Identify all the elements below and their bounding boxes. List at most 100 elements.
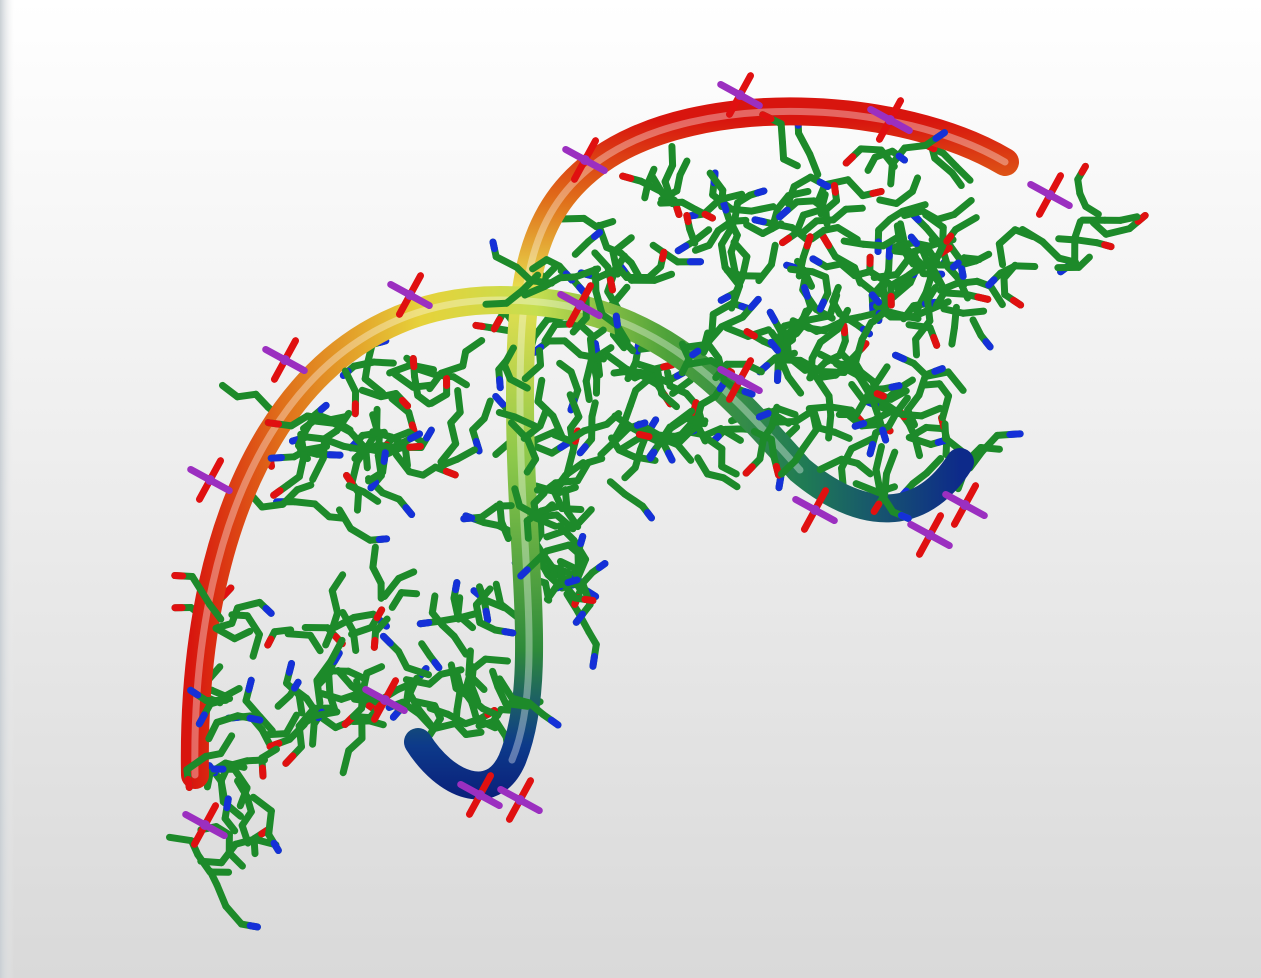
bond [923,384,939,385]
bond-tip [899,156,904,160]
bond [963,311,983,313]
bond [269,811,272,835]
bond [880,200,897,204]
bond-tip [274,491,280,496]
bond-tip [759,413,768,417]
bond [588,459,602,463]
bond-tip [435,662,439,667]
phosphorus [405,290,415,300]
bond [672,146,673,165]
phosphorus [575,300,585,310]
bond [169,837,191,840]
bond [1059,258,1075,262]
bond-tip [823,236,828,245]
bond-tip [271,458,281,459]
phosphorus [280,355,290,365]
bond-tip [1082,166,1085,172]
bond-tip [576,614,582,622]
phosphorus [810,505,820,515]
bond-tip [873,191,881,193]
bond [829,415,831,438]
bond [874,275,896,278]
bond-tip [651,452,655,458]
bond-tip [877,394,883,397]
bond-tip [935,369,942,372]
bond-tip [782,238,788,242]
bond-tip [464,518,472,519]
bond-tip [911,237,916,243]
phosphorus [735,90,745,100]
bond-tip [647,513,651,518]
bond-tip [289,663,291,672]
bond [485,659,507,661]
phosphorus [885,115,895,125]
bond [1120,217,1137,221]
bond-tip [568,580,577,583]
bond-tip [936,133,945,139]
bond-tip [855,423,864,426]
bond-tip [585,599,593,600]
bond [373,547,375,567]
bond-tip [664,365,673,367]
bond-tip [227,799,228,808]
bond-tip [1105,245,1111,247]
bond-tip [639,434,649,436]
bond-tip [805,288,808,297]
bond [401,593,416,594]
bond-tip [807,237,810,246]
phosphorus [200,820,210,830]
bond-tip [721,297,728,301]
bond-tip [883,430,886,440]
bond [288,634,310,636]
bond-tip [250,926,257,927]
bond [341,694,357,699]
bond-tip [986,342,990,347]
bond [486,303,506,304]
bond [451,665,456,688]
bond-tip [295,682,299,688]
bond [538,380,542,401]
bond-tip [379,539,386,540]
bond [527,521,528,539]
bond-tip [1010,434,1020,435]
bond [500,504,502,522]
bond-tip [962,269,963,277]
bond-tip [249,680,251,689]
bond-tip [377,610,382,618]
bond-tip [413,359,414,367]
bond-tip [486,611,488,620]
bond-tip [820,182,828,186]
bond [645,183,648,198]
bond-tip [268,639,271,645]
bond-tip [594,232,599,236]
bond-tip [844,326,845,333]
bond-tip [493,242,494,249]
molecule-viewport [0,0,1261,978]
phosphorus [735,375,745,385]
bond-tip [551,720,558,725]
bond-tip [262,768,263,776]
bond [695,245,709,250]
bond-tip [266,608,271,613]
bond-tip [755,220,763,222]
bond-tip [637,423,645,425]
bond-tip [870,444,873,453]
bond-tip [410,434,419,439]
bond-tip [947,236,951,241]
bond-tip [616,316,617,325]
bond-tip [953,263,958,267]
page: Molecule view {} html, body { margin: 0;… [0,0,1261,978]
phosphorus [580,155,590,165]
bond-tip [593,656,595,666]
bond-tip [678,246,686,251]
bond-tip [1013,300,1020,305]
bond-tip [889,246,890,257]
bond [658,370,662,394]
bond-tip [446,471,455,474]
bond-tip [402,400,407,406]
bond-tip [188,779,189,787]
phosphorus [475,790,485,800]
bond-tip [599,564,605,568]
bond [406,680,429,685]
bond-tip [705,214,713,218]
